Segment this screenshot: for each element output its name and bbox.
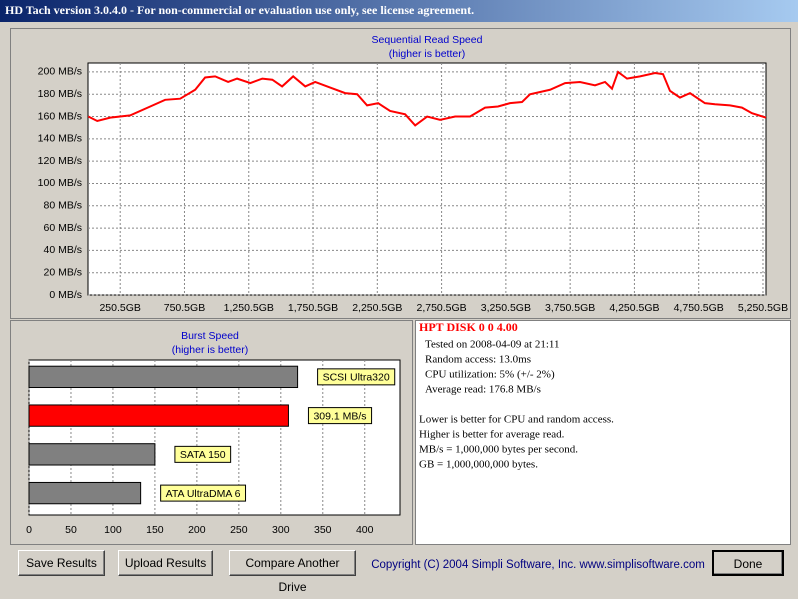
info-line: Random access: 13.0ms [425,354,531,366]
info-panel [415,320,791,545]
info-line: CPU utilization: 5% (+/- 2%) [425,369,555,381]
x-tick-label: 0 [26,524,32,536]
button[interactable]: Save Results [18,550,105,576]
y-tick-label: 120 MB/s [38,155,82,167]
bar [28,404,289,427]
x-tick-label: 2,250.5GB [352,302,402,314]
x-tick-label: 250.5GB [99,302,140,314]
y-tick-label: 180 MB/s [38,88,82,100]
y-tick-label: 60 MB/s [43,222,82,234]
read-speed-line [87,70,767,127]
bar-label: SCSI Ultra320 [323,372,390,384]
label-tag [317,368,396,386]
bar-label: 309.1 MB/s [313,410,366,422]
bar-label: ATA UltraDMA 6 [166,488,241,500]
info-heading: HPT DISK 0 0 4.00 [419,320,518,334]
y-tick-label: 200 MB/s [38,66,82,78]
window-title: HD Tach version 3.0.4.0 - For non-commer… [5,3,474,17]
y-tick-label: 100 MB/s [38,177,82,189]
plot-area [87,62,767,296]
button[interactable]: Upload Results [118,550,213,576]
copyright: Copyright (C) 2004 Simpli Software, Inc.… [371,559,705,571]
x-tick-label: 50 [65,524,77,536]
x-tick-label: 1,750.5GB [288,302,338,314]
y-tick-label: 140 MB/s [38,133,82,145]
bar [28,365,299,389]
info-note: Higher is better for average read. [419,429,565,441]
x-tick-label: 250 [230,524,248,536]
chart-title: Sequential Read Speed [372,34,483,46]
x-tick-label: 400 [356,524,374,536]
y-tick-label: 0 MB/s [49,289,82,301]
info-line: Tested on 2008-04-09 at 21:11 [425,339,559,351]
info-line: Average read: 176.8 MB/s [425,384,541,396]
button[interactable]: Compare Another Drive [229,550,356,594]
x-tick-label: 5,250.5GB [738,302,788,314]
info-note: Lower is better for CPU and random acces… [419,414,614,426]
x-tick-label: 2,750.5GB [416,302,466,314]
x-tick-label: 150 [146,524,164,536]
screen: HD Tach version 3.0.4.0 - For non-commer… [0,0,798,571]
x-tick-label: 100 [104,524,122,536]
x-tick-label: 300 [272,524,290,536]
y-tick-label: 20 MB/s [43,266,82,278]
y-tick-label: 160 MB/s [38,110,82,122]
chart-title: Burst Speed [181,330,239,342]
chart-subtitle: (higher is better) [389,48,465,60]
bar [28,443,156,466]
bar-label: SATA 150 [180,449,226,461]
info-note: GB = 1,000,000,000 bytes. [419,459,538,471]
bar [28,481,142,505]
info-note: MB/s = 1,000,000 bytes per second. [419,444,578,456]
title-bar [0,0,798,22]
x-tick-label: 750.5GB [164,302,205,314]
x-tick-label: 4,250.5GB [609,302,659,314]
x-tick-label: 1,250.5GB [224,302,274,314]
label-tag [307,407,373,425]
chart-subtitle: (higher is better) [172,344,248,356]
x-tick-label: 350 [314,524,332,536]
x-tick-label: 3,750.5GB [545,302,595,314]
x-tick-label: 4,750.5GB [674,302,724,314]
y-tick-label: 40 MB/s [43,244,82,256]
x-tick-label: 200 [188,524,206,536]
button[interactable]: Done [712,550,784,576]
label-tag [160,484,247,502]
label-tag [174,445,232,463]
x-tick-label: 3,250.5GB [481,302,531,314]
y-tick-label: 80 MB/s [43,200,82,212]
